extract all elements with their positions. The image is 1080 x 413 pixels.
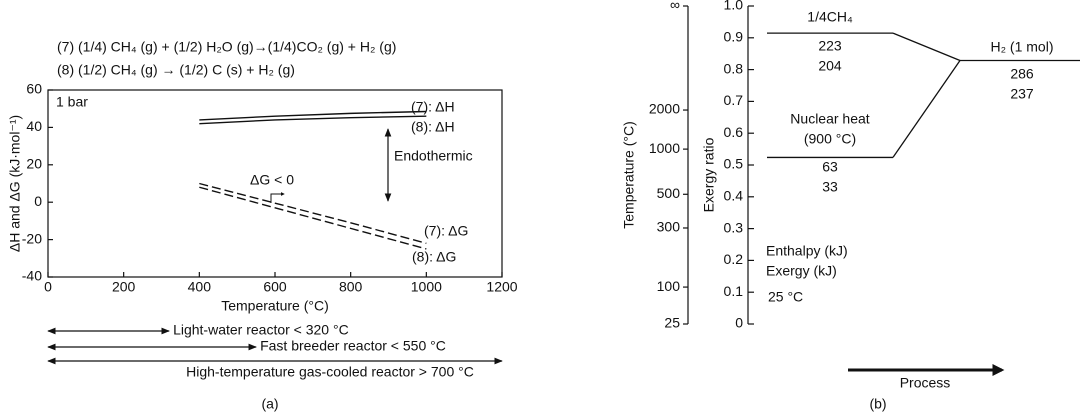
y-tick-label: 0 [34, 193, 42, 209]
y-tick-label: 0.6 [724, 124, 744, 140]
y-tick-label: 0.4 [724, 188, 744, 204]
enthalpy-value: 223 [818, 38, 842, 54]
y-tick-label: 0.9 [724, 29, 744, 45]
y2-tick-label: 300 [657, 219, 681, 235]
process-connector [892, 32, 961, 62]
y2-tick-label: 2000 [649, 101, 680, 117]
x-tick-label: 800 [339, 279, 363, 295]
y2-tick-label: 100 [657, 278, 681, 294]
pressure-note: 1 bar [56, 94, 88, 110]
panel-label: (a) [261, 396, 278, 412]
y-tick-label: 20 [26, 156, 42, 172]
y-tick-label: 0.1 [724, 283, 744, 299]
y-tick-label: 0.2 [724, 251, 744, 267]
x-tick-label: 200 [112, 279, 136, 295]
y-tick-label: 40 [26, 118, 42, 134]
reactor-label: Fast breeder reactor < 550 °C [260, 338, 446, 354]
level-name: H₂ (1 mol) [991, 39, 1054, 55]
level-name: 1/4CH₄ [807, 9, 853, 25]
series-line [199, 186, 427, 250]
series-label: (8): ΔG [412, 249, 456, 265]
exergy-value: 204 [818, 58, 842, 74]
series-label: (7): ΔG [424, 223, 468, 239]
exergy-value: 237 [1010, 86, 1034, 102]
series-line [199, 115, 427, 125]
equation: (7) (1/4) CH₄ (g) + (1/2) H₂O (g)→(1/4)C… [57, 39, 396, 55]
series-line [199, 182, 427, 245]
x-axis-label: Process [900, 375, 951, 391]
reactor-label: Light-water reactor < 320 °C [173, 322, 349, 338]
y2-tick-label: 500 [657, 185, 681, 201]
enthalpy-value: 63 [822, 159, 838, 175]
endothermic-note: Endothermic [394, 148, 473, 164]
y-axis-label: ΔH and ΔG (kJ·mol⁻¹) [7, 115, 23, 252]
enthalpy-value: 286 [1010, 66, 1034, 82]
legend-enthalpy: Enthalpy (kJ) [766, 243, 848, 259]
x-tick-label: 0 [44, 279, 52, 295]
y-tick-label: 1.0 [724, 0, 744, 13]
y2-tick-label: ∞ [670, 0, 680, 13]
panel-label: (b) [869, 396, 886, 412]
dg-pointer [270, 192, 285, 203]
reference-note: 25 °C [768, 289, 803, 305]
y-tick-label: -40 [22, 268, 42, 284]
y-tick-label: 60 [26, 81, 42, 97]
x-axis-label: Temperature (°C) [221, 298, 329, 314]
y2-tick-label: 25 [664, 315, 680, 331]
y-tick-label: 0.7 [724, 92, 744, 108]
y-tick-label: 0.5 [724, 156, 744, 172]
series-line [199, 110, 427, 121]
y2-tick-label: 1000 [649, 140, 680, 156]
x-tick-label: 600 [263, 279, 287, 295]
y-tick-label: 0.3 [724, 219, 744, 235]
y-tick-label: -20 [22, 230, 42, 246]
legend-exergy: Exergy (kJ) [766, 263, 837, 279]
dg-note: ΔG < 0 [250, 172, 294, 188]
x-tick-label: 1000 [411, 279, 442, 295]
series-label: (8): ΔH [411, 119, 455, 135]
reactor-label: High-temperature gas-cooled reactor > 70… [186, 364, 474, 380]
equation: (8) (1/2) CH₄ (g) → (1/2) C (s) + H₂ (g) [57, 62, 295, 78]
x-tick-label: 1200 [486, 279, 517, 295]
y-tick-label: 0.8 [724, 60, 744, 76]
level-condition: (900 °C) [804, 131, 856, 147]
process-connector [892, 60, 961, 158]
x-tick-label: 400 [188, 279, 212, 295]
y2-axis-label: Temperature (°C) [621, 121, 637, 229]
exergy-value: 33 [822, 179, 838, 195]
y-tick-label: 0 [735, 315, 743, 331]
y-axis-label: Exergy ratio [701, 137, 717, 212]
series-label: (7): ΔH [411, 99, 455, 115]
level-name: Nuclear heat [790, 111, 869, 127]
